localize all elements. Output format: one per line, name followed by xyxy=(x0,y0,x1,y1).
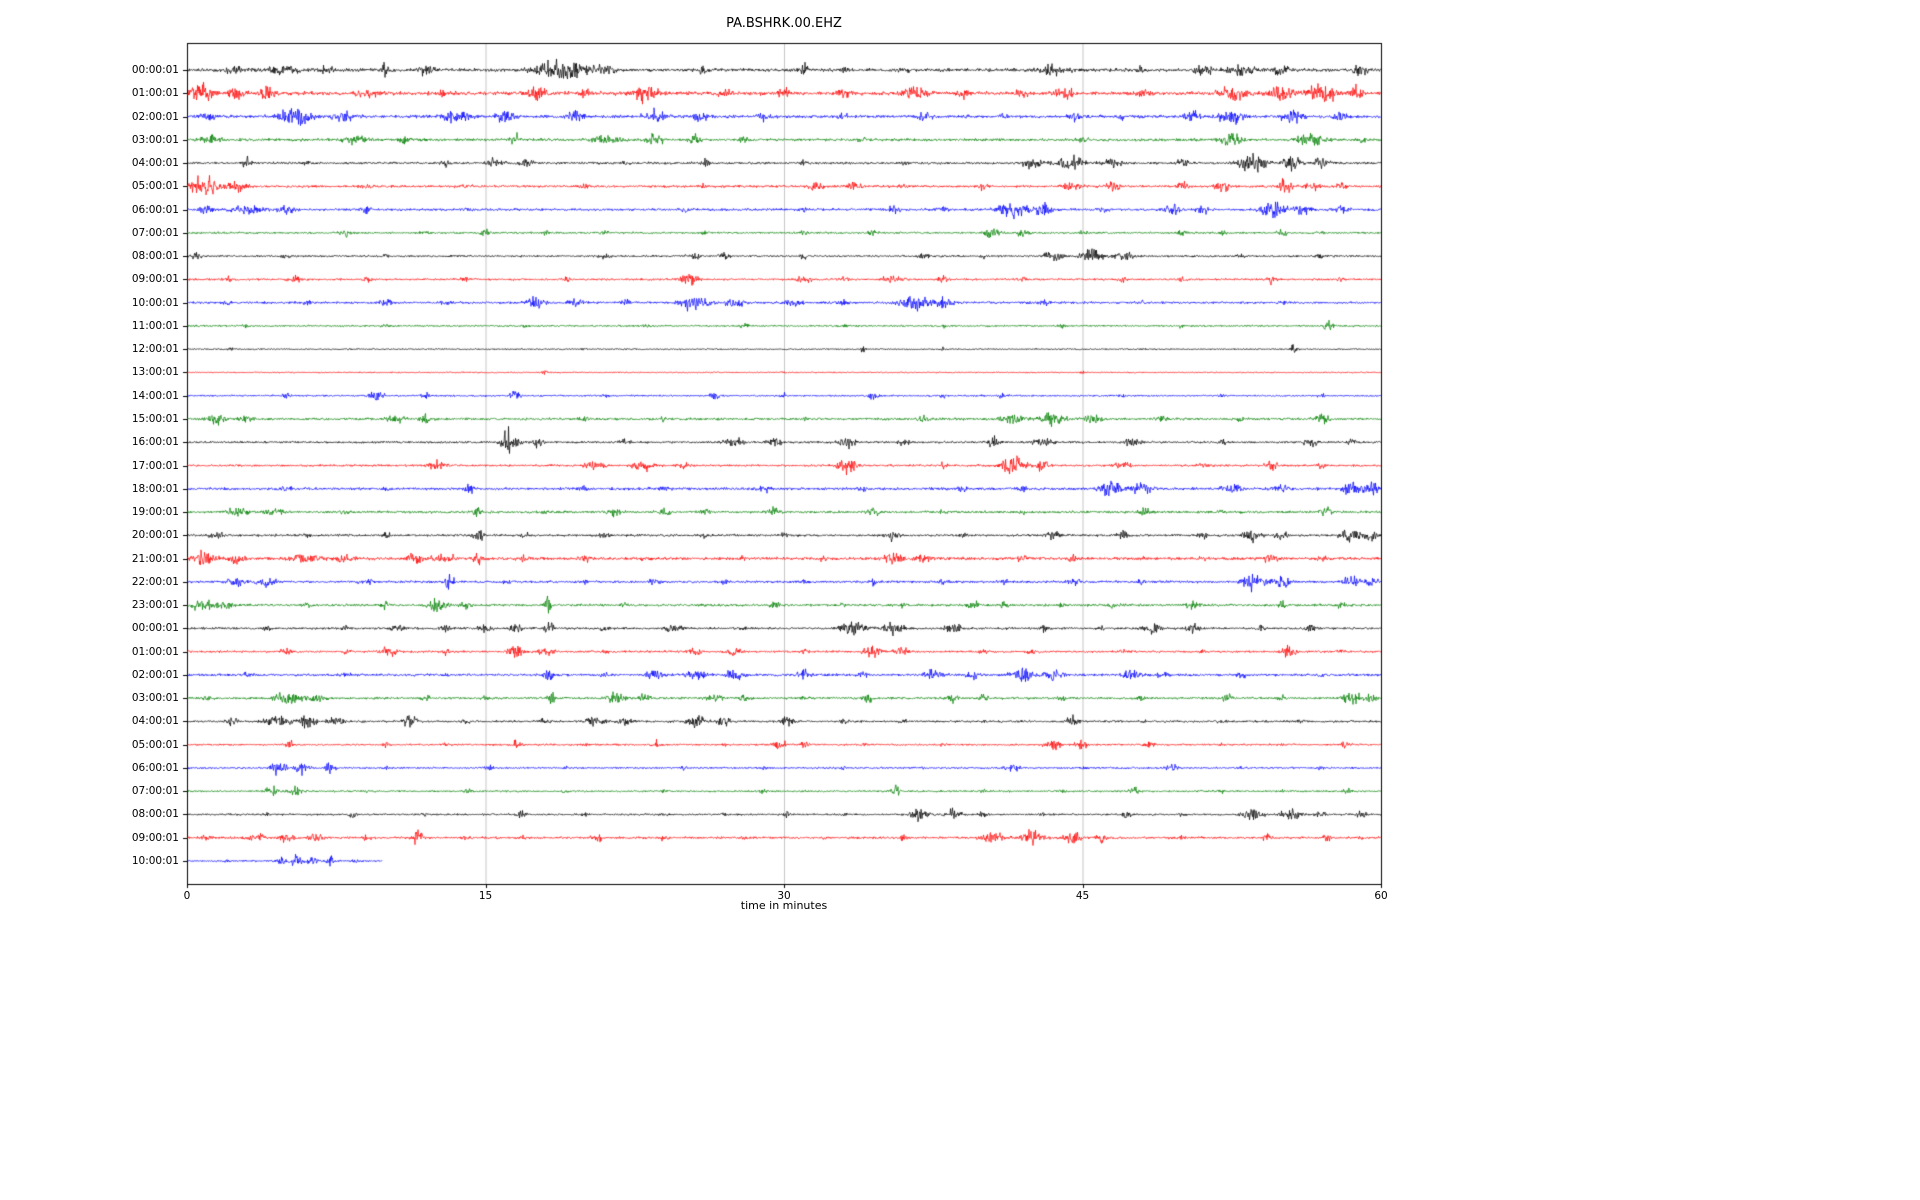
y-tick-label: 22:00:01 xyxy=(131,575,179,588)
y-tick-label: 09:00:01 xyxy=(131,273,179,286)
y-tick-label: 09:00:01 xyxy=(131,831,179,844)
x-tick-label: 45 xyxy=(1075,890,1090,902)
y-tick-label: 06:00:01 xyxy=(131,761,179,774)
y-tick-label: 08:00:01 xyxy=(131,250,179,263)
y-tick-label: 16:00:01 xyxy=(131,436,179,449)
y-tick-label: 00:00:01 xyxy=(131,622,179,635)
y-tick-label: 21:00:01 xyxy=(131,552,179,565)
y-tick-label: 18:00:01 xyxy=(131,482,179,495)
y-tick-label: 06:00:01 xyxy=(131,203,179,216)
y-tick-label: 12:00:01 xyxy=(131,343,179,356)
y-tick-label: 10:00:01 xyxy=(131,296,179,309)
y-tick-label: 03:00:01 xyxy=(131,133,179,146)
y-tick-label: 02:00:01 xyxy=(131,668,179,681)
x-axis-label: time in minutes xyxy=(740,899,828,912)
y-tick-label: 20:00:01 xyxy=(131,529,179,542)
y-tick-label: 19:00:01 xyxy=(131,506,179,519)
x-tick-label: 0 xyxy=(183,890,191,902)
y-tick-label: 05:00:01 xyxy=(131,738,179,751)
y-tick-label: 15:00:01 xyxy=(131,412,179,425)
y-tick-label: 13:00:01 xyxy=(131,366,179,379)
y-tick-label: 07:00:01 xyxy=(131,785,179,798)
y-tick-label: 11:00:01 xyxy=(131,319,179,332)
x-tick-label: 60 xyxy=(1374,890,1388,902)
y-tick-label: 03:00:01 xyxy=(131,692,179,705)
y-tick-label: 00:00:01 xyxy=(131,64,179,76)
y-tick-label: 17:00:01 xyxy=(131,459,179,472)
y-tick-label: 01:00:01 xyxy=(131,87,179,100)
y-tick-label: 10:00:01 xyxy=(131,855,179,867)
plot-title: PA.BSHRK.00.EHZ xyxy=(726,16,842,31)
y-tick-label: 04:00:01 xyxy=(131,157,179,170)
y-tick-label: 23:00:01 xyxy=(131,599,179,612)
x-tick-label: 30 xyxy=(777,890,791,902)
y-tick-label: 08:00:01 xyxy=(131,808,179,821)
y-tick-label: 05:00:01 xyxy=(131,180,179,193)
y-tick-label: 07:00:01 xyxy=(131,226,179,239)
y-tick-label: 02:00:01 xyxy=(131,110,179,123)
y-tick-label: 14:00:01 xyxy=(131,389,179,402)
y-tick-label: 01:00:01 xyxy=(131,645,179,658)
y-tick-label: 04:00:01 xyxy=(131,715,179,728)
x-tick-label: 15 xyxy=(478,890,493,902)
